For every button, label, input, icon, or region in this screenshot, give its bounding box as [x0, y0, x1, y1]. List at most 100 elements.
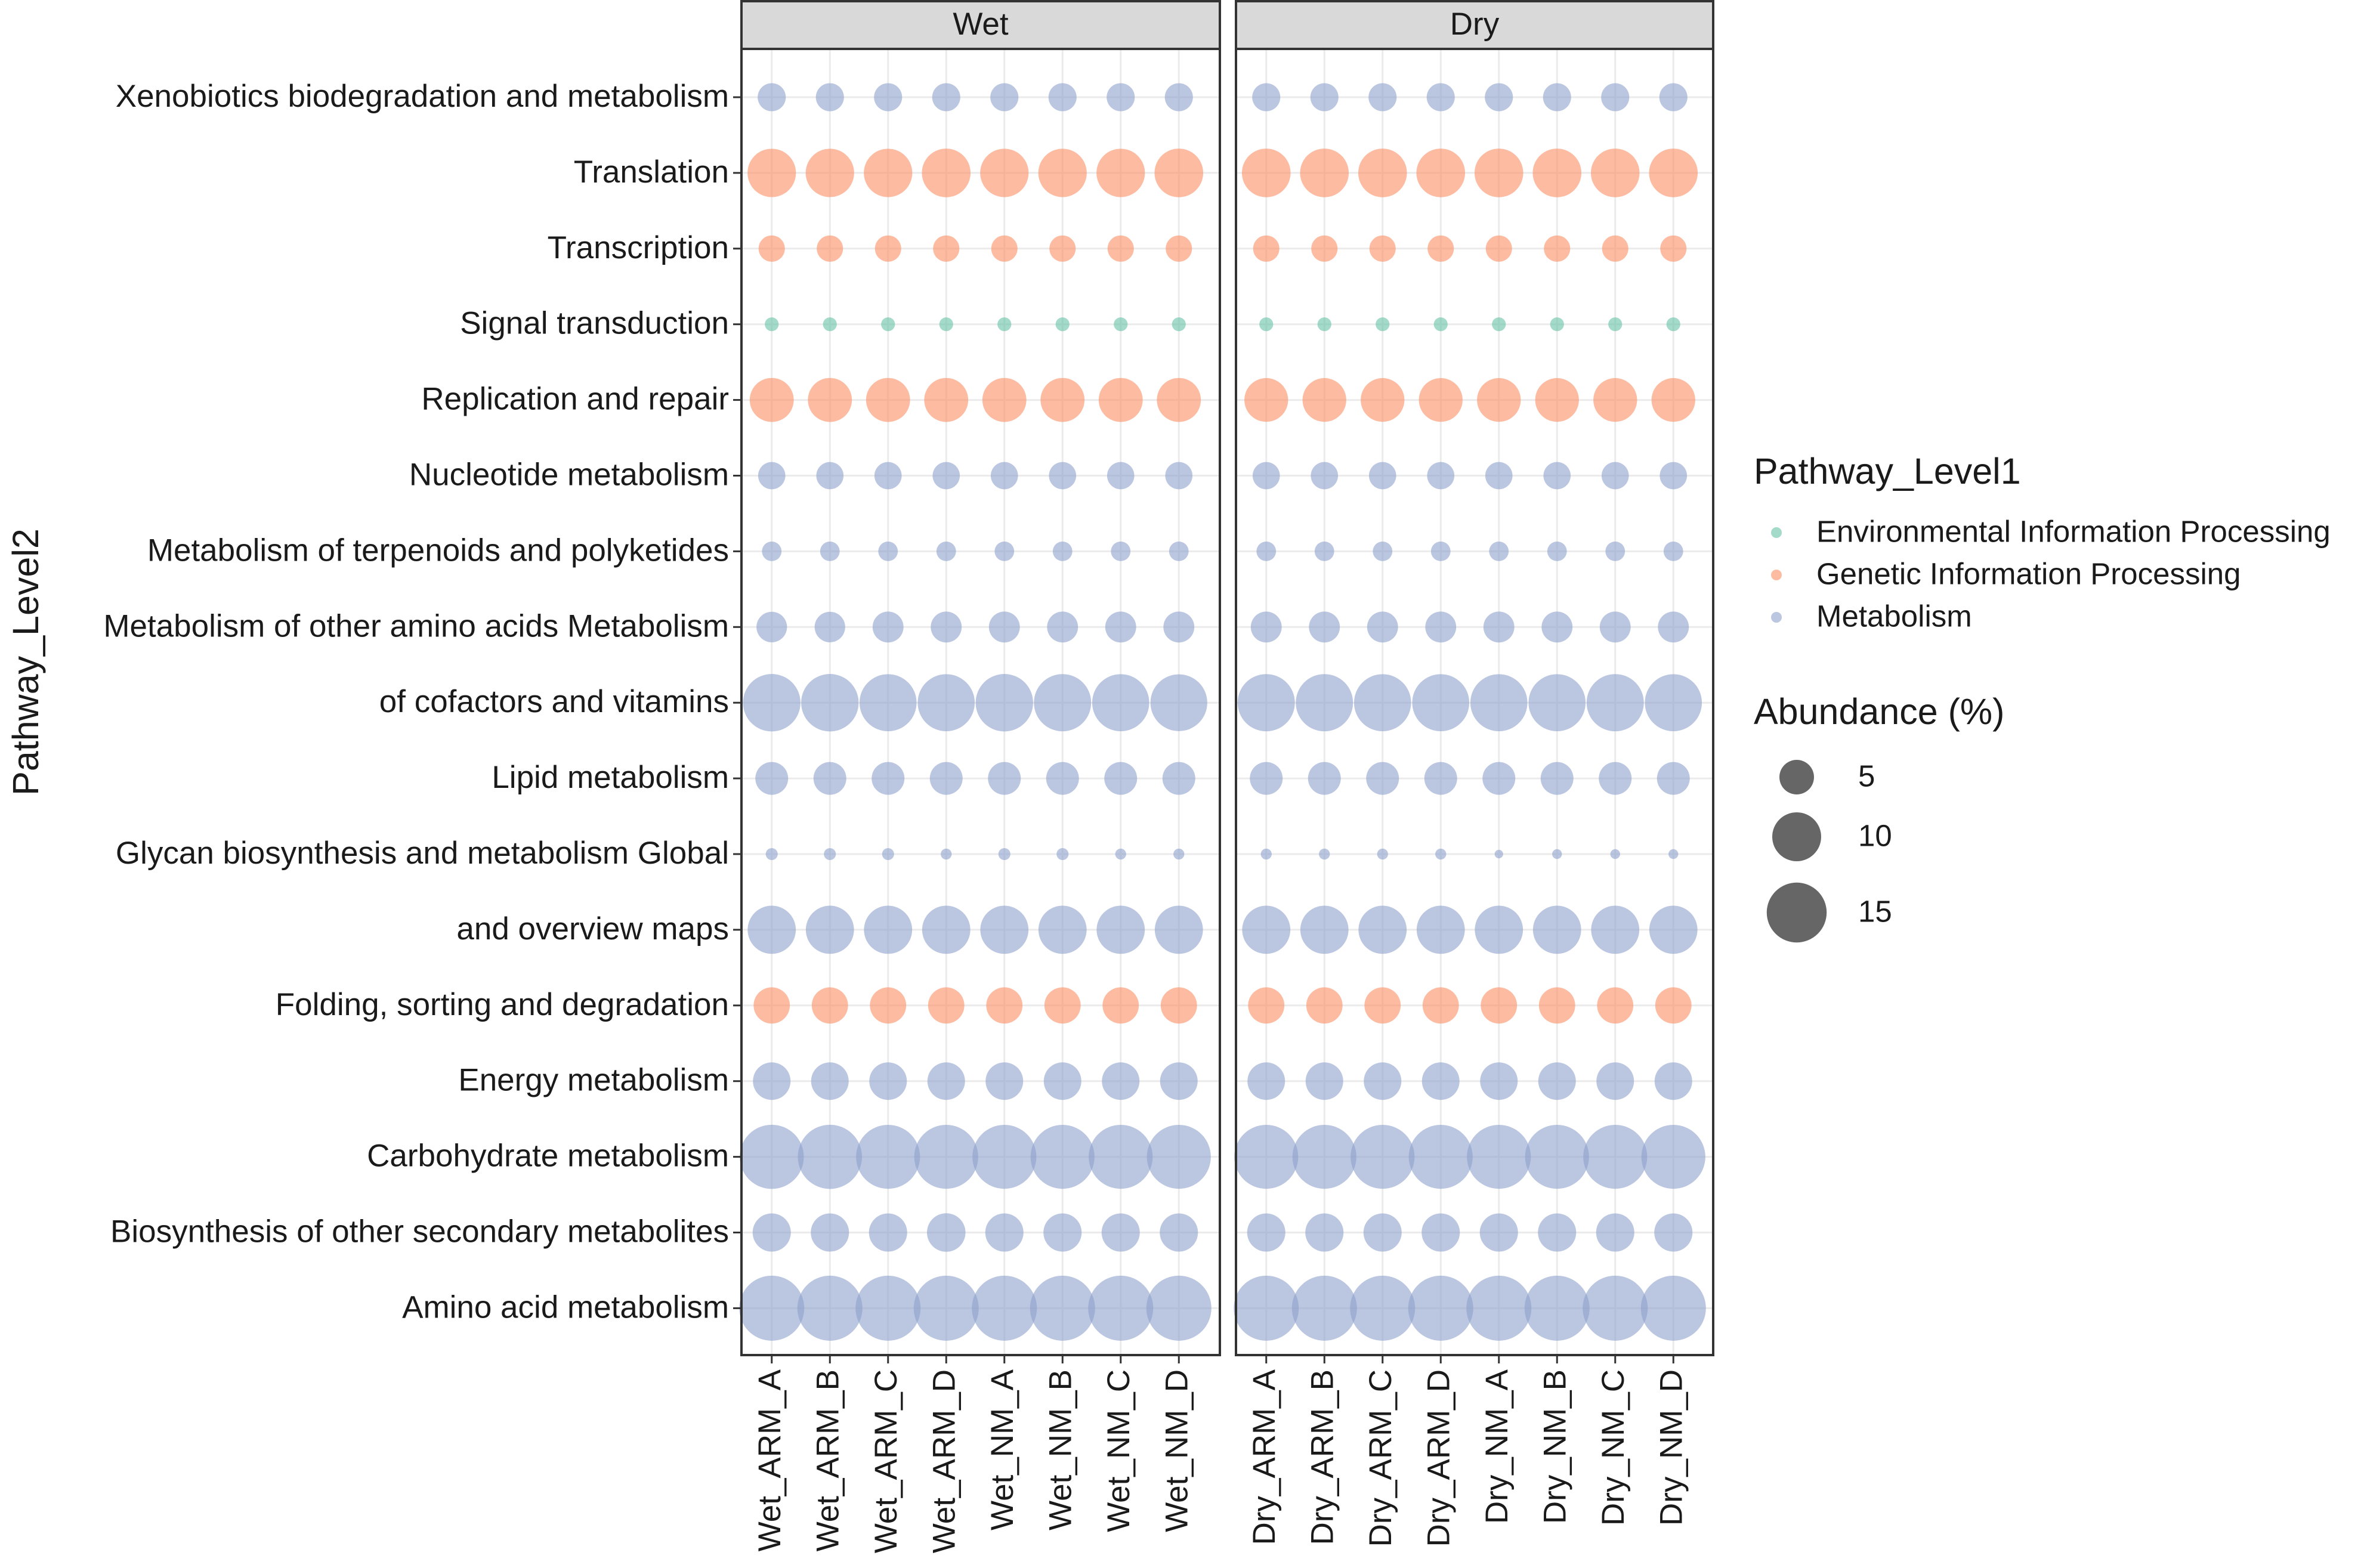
- bubble-dry: [1480, 1062, 1518, 1100]
- bubble-wet: [758, 235, 785, 262]
- bubble-dry: [1241, 149, 1291, 197]
- legend-size-label: 10: [1858, 818, 1892, 852]
- bubble-wet: [1038, 905, 1087, 954]
- bubble-dry: [1528, 674, 1586, 732]
- bubble-wet: [811, 1213, 849, 1252]
- x-tick-label: Wet_ARM_A: [752, 1369, 787, 1551]
- bubble-wet: [1043, 1062, 1081, 1100]
- bubble-dry: [1481, 987, 1518, 1024]
- bubble-dry: [1590, 149, 1640, 197]
- bubble-wet: [815, 83, 844, 112]
- legend-size-key: [1766, 882, 1827, 943]
- bubble-dry: [1658, 611, 1689, 643]
- bubble-wet: [1160, 1062, 1198, 1100]
- y-tick-label: Amino acid metabolism: [402, 1289, 729, 1325]
- bubble-dry: [1489, 542, 1509, 561]
- bubble-wet: [932, 83, 960, 112]
- legend-size-title: Abundance (%): [1754, 691, 2004, 732]
- bubble-dry: [1422, 987, 1459, 1024]
- bubble-wet: [1055, 317, 1070, 332]
- bubble-wet: [758, 462, 786, 490]
- bubble-dry: [1605, 542, 1625, 561]
- bubble-wet: [1107, 83, 1135, 112]
- bubble-dry: [1252, 83, 1281, 112]
- bubble-wet: [1030, 1275, 1095, 1341]
- bubble-wet: [1111, 542, 1131, 561]
- bubble-wet: [914, 1124, 978, 1189]
- bubble-wet: [933, 235, 960, 262]
- bubble-wet: [1096, 149, 1145, 197]
- bubble-wet: [747, 149, 796, 197]
- x-tick-label: Wet_NM_A: [985, 1369, 1020, 1530]
- bubble-wet: [864, 905, 913, 954]
- bubble-wet: [1160, 1213, 1198, 1252]
- bubble-wet: [881, 317, 895, 332]
- y-tick-label: and overview maps: [456, 911, 729, 947]
- bubble-dry: [1427, 235, 1454, 262]
- facet-strip-wet: [740, 0, 1221, 50]
- legend-color-key: [1771, 570, 1782, 580]
- bubble-wet: [980, 905, 1029, 954]
- y-tick-label: Glycan biosynthesis and metabolism Globa…: [116, 836, 729, 871]
- bubble-wet: [1160, 987, 1197, 1024]
- bubble-wet: [1096, 905, 1145, 954]
- bubble-dry: [1654, 1062, 1692, 1100]
- bubble-dry: [1641, 1124, 1705, 1189]
- bubble-dry: [1485, 83, 1513, 112]
- bubble-dry: [1586, 674, 1644, 732]
- bubble-wet: [765, 317, 779, 332]
- bubble-wet: [1107, 235, 1134, 262]
- bubble-dry: [1424, 762, 1457, 795]
- bubble-dry: [1367, 611, 1398, 643]
- bubble-wet: [811, 1062, 849, 1100]
- bubble-wet: [1146, 1124, 1211, 1189]
- bubble-dry: [1599, 762, 1632, 795]
- bubble-dry: [1252, 462, 1280, 490]
- bubble-dry: [1543, 83, 1571, 112]
- bubble-dry: [1425, 611, 1457, 643]
- bubble-wet: [765, 848, 778, 861]
- bubble-wet: [1105, 611, 1136, 643]
- bubble-dry: [1244, 378, 1288, 422]
- bubble-dry: [1358, 149, 1407, 197]
- bubble-wet: [1107, 462, 1135, 490]
- x-tick-label: Dry_ARM_C: [1363, 1369, 1398, 1547]
- bubble-dry: [1242, 905, 1291, 954]
- bubble-wet: [972, 1275, 1037, 1341]
- bubble-dry: [1583, 1124, 1648, 1189]
- y-tick-label: Energy metabolism: [458, 1063, 729, 1098]
- bubble-wet: [932, 462, 960, 490]
- bubble-wet: [1146, 1275, 1212, 1341]
- bubble-wet: [941, 848, 952, 860]
- bubble-dry: [1640, 1275, 1706, 1341]
- bubble-wet: [991, 235, 1018, 262]
- bubble-dry: [1474, 149, 1523, 197]
- x-axis-ticks: Wet_ARM_A Wet_ARM_B Wet_ARM_C Wet_ARM_D Wet_…: [752, 1355, 1689, 1553]
- bubble-wet: [1034, 674, 1092, 732]
- bubble-wet: [928, 987, 965, 1024]
- bubble-wet: [1102, 987, 1139, 1024]
- bubble-wet: [1154, 905, 1203, 954]
- bubble-wet: [939, 317, 953, 332]
- bubble-wet: [755, 762, 789, 795]
- bubble-dry: [1649, 905, 1698, 954]
- facet-label-dry: Dry: [1450, 7, 1500, 42]
- bubble-dry: [1247, 1062, 1285, 1100]
- bubble-dry: [1492, 317, 1506, 332]
- bubble-wet: [997, 317, 1012, 332]
- bubble-wet: [994, 542, 1015, 561]
- bubble-wet: [1047, 611, 1078, 643]
- bubble-wet: [1089, 1124, 1153, 1189]
- bubble-wet: [1048, 83, 1077, 112]
- bubble-dry: [1377, 848, 1388, 860]
- bubble-wet: [1104, 762, 1138, 795]
- bubble-wet: [990, 83, 1019, 112]
- bubble-wet: [1046, 762, 1079, 795]
- bubble-dry: [1363, 1213, 1402, 1252]
- bubble-wet: [1169, 542, 1189, 561]
- legend-size-key: [1779, 760, 1814, 794]
- bubble-dry: [1540, 762, 1574, 795]
- bubble-dry: [1593, 378, 1637, 422]
- bubble-wet: [936, 542, 956, 561]
- bubble-dry: [1668, 849, 1679, 859]
